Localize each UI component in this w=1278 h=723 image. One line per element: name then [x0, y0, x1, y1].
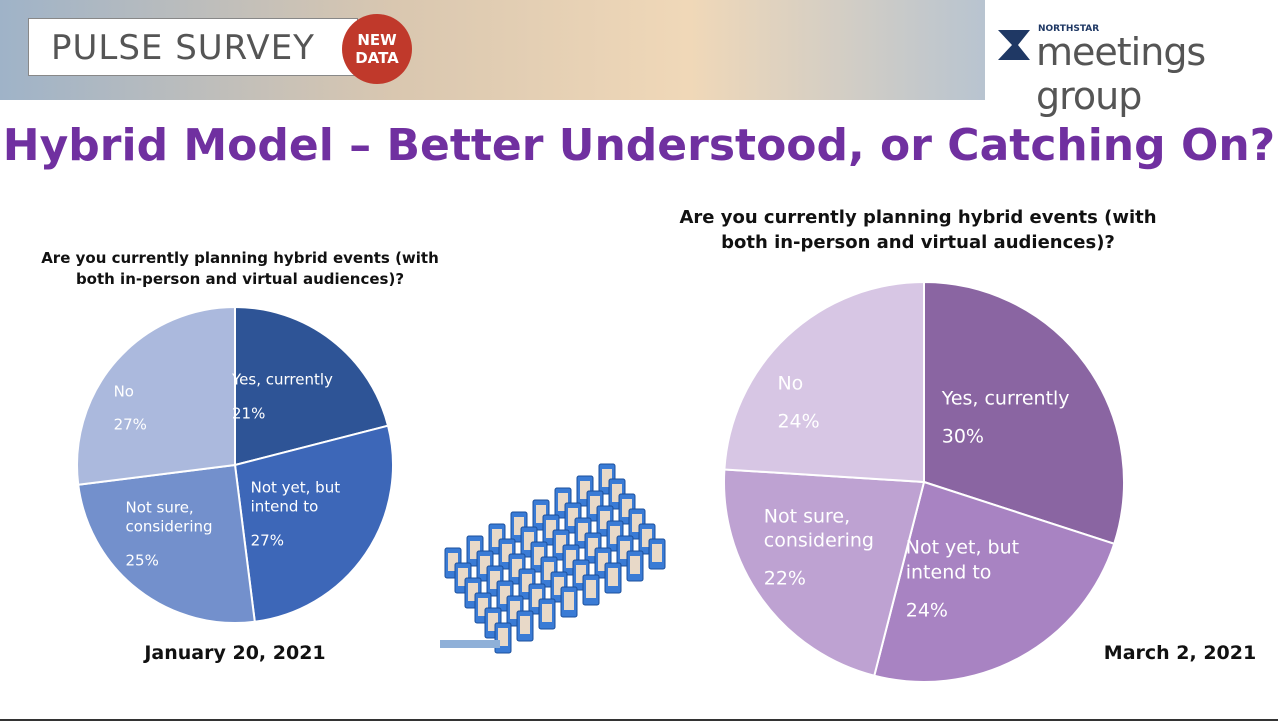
video-face	[448, 553, 458, 571]
slice-label: No 27%	[114, 382, 227, 434]
slice-label: Not sure, considering 25%	[125, 498, 238, 569]
logo-small: NORTHSTAR	[1038, 24, 1100, 34]
video-face	[536, 505, 546, 523]
video-face	[544, 562, 554, 580]
video-face	[492, 529, 502, 547]
category-label: Yes, currently	[232, 370, 333, 389]
video-face	[500, 586, 510, 604]
video-face	[578, 523, 588, 541]
video-face	[566, 550, 576, 568]
value-label: 24%	[905, 599, 948, 622]
category-label: Not yet, but intend to	[250, 478, 341, 516]
chart-title: Are you currently planning hybrid events…	[679, 207, 1157, 254]
video-face	[502, 544, 512, 562]
main-title: Hybrid Model – Better Understood, or Cat…	[2, 120, 1276, 171]
video-face	[630, 556, 640, 574]
video-face	[532, 589, 542, 607]
video-face	[568, 508, 578, 526]
value-label: 24%	[777, 410, 820, 433]
video-face	[480, 556, 490, 574]
video-face	[470, 541, 480, 559]
video-face	[522, 574, 532, 592]
video-face	[610, 526, 620, 544]
slice-label: No 24%	[777, 371, 920, 432]
category-label: Not sure, considering	[125, 498, 213, 536]
video-face	[556, 535, 566, 553]
chart-date: March 2, 2021	[1103, 642, 1257, 664]
video-face	[564, 592, 574, 610]
video-face	[642, 529, 652, 547]
video-face	[580, 481, 590, 499]
video-face	[542, 604, 552, 622]
pie-slice	[77, 463, 256, 624]
video-face	[468, 583, 478, 601]
video-face	[520, 616, 530, 634]
category-label: No	[777, 372, 804, 395]
chart-date: January 20, 2021	[144, 642, 326, 664]
value-label: 27%	[113, 415, 147, 434]
video-face	[554, 577, 564, 595]
slice-label: Not sure, considering 22%	[764, 504, 907, 589]
video-face	[600, 511, 610, 529]
video-face	[602, 469, 612, 487]
video-face	[590, 496, 600, 514]
pie-slice	[234, 305, 390, 467]
video-face	[478, 598, 488, 616]
video-face	[598, 553, 608, 571]
pie-slice	[723, 468, 926, 677]
video-face	[510, 601, 520, 619]
video-face	[490, 571, 500, 589]
value-label: 27%	[250, 531, 284, 550]
video-face	[632, 514, 642, 532]
video-face	[488, 613, 498, 631]
slice-label: Yes, currently 21%	[232, 371, 345, 423]
slice-label: Not yet, but intend to 24%	[906, 536, 1049, 621]
video-face	[608, 568, 618, 586]
value-label: 25%	[125, 551, 159, 570]
category-label: Not yet, but intend to	[905, 536, 1020, 584]
slice-label: Not yet, but intend to 27%	[251, 478, 364, 549]
video-face	[558, 493, 568, 511]
video-face	[514, 517, 524, 535]
value-label: 22%	[763, 567, 806, 590]
badge: NEW DATA	[342, 14, 412, 84]
category-label: Yes, currently	[941, 387, 1070, 410]
video-face	[588, 538, 598, 556]
video-face	[586, 580, 596, 598]
video-face	[512, 559, 522, 577]
banner-text: PULSE SURVEY	[28, 18, 358, 76]
slice-label: Yes, currently 30%	[942, 387, 1085, 448]
pie-slice	[723, 280, 925, 484]
desk	[440, 640, 500, 648]
pie-slice	[233, 424, 394, 623]
value-label: 30%	[941, 425, 984, 448]
chart-title: Are you currently planning hybrid events…	[41, 249, 439, 288]
pie-slice	[873, 480, 1116, 683]
video-face	[534, 547, 544, 565]
pie-slice	[76, 305, 236, 486]
value-label: 21%	[232, 404, 266, 423]
video-face	[622, 499, 632, 517]
video-face	[576, 565, 586, 583]
category-label: No	[113, 381, 134, 400]
video-face	[498, 628, 508, 646]
video-face	[546, 520, 556, 538]
video-face	[652, 544, 662, 562]
illustration	[440, 463, 666, 654]
video-face	[612, 484, 622, 502]
video-face	[524, 532, 534, 550]
video-face	[458, 568, 468, 586]
pie-slice	[923, 280, 1125, 546]
category-label: Not sure, considering	[763, 504, 874, 552]
video-face	[620, 541, 630, 559]
logo: meetings group	[1036, 30, 1206, 118]
logo-mark	[998, 30, 1030, 60]
